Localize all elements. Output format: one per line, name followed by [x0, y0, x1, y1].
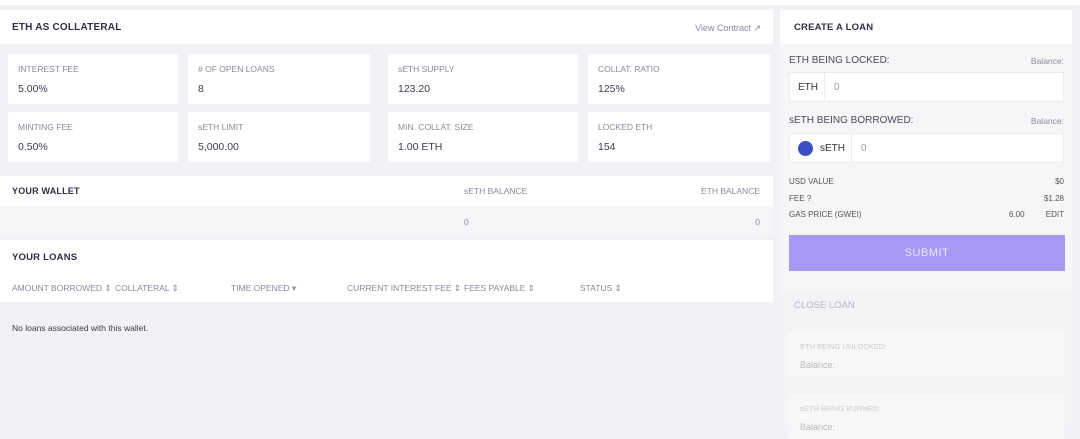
usd-value: $0 [1055, 177, 1064, 186]
wallet-title: YOUR WALLET [12, 186, 80, 196]
edit-gas-button[interactable]: EDIT [1045, 210, 1064, 219]
col-amount-borrowed[interactable]: AMOUNT BORROWED ⇕ [12, 283, 112, 293]
create-loan-title: CREATE A LOAN [794, 22, 874, 33]
stat-label: COLLAT. RATIO [598, 64, 660, 74]
eth-balance: Balance: [1030, 56, 1064, 66]
eth-balance-value: 0 [755, 217, 760, 227]
stat-label: LOCKED ETH [598, 122, 653, 132]
seth-borrowed-input[interactable]: sETH 0 [789, 133, 1064, 163]
usd-value-label: USD VALUE [789, 177, 834, 186]
seth-amount[interactable]: 0 [861, 143, 867, 154]
eth-balance-label: ETH BALANCE [700, 186, 760, 196]
section-title: ETH AS COLLATERAL [12, 22, 122, 33]
seth-borrowed-label: sETH BEING BORROWED: [789, 115, 914, 126]
gas-price-label: GAS PRICE (GWEI) [789, 210, 862, 219]
submit-button[interactable]: SUBMIT [789, 235, 1065, 271]
stat-card: MIN. COLLAT. SIZE 1.00 ETH [388, 112, 578, 162]
empty-loans-message: No loans associated with this wallet. [12, 323, 149, 333]
burned-balance: Balance: [800, 422, 836, 432]
stat-label: MIN. COLLAT. SIZE [398, 122, 474, 132]
loans-header: YOUR LOANS [0, 240, 773, 302]
seth-unit: sETH [820, 143, 845, 154]
col-interest-fee[interactable]: CURRENT INTEREST FEE ⇕ [347, 283, 462, 293]
seth-balance: Balance: [1030, 116, 1064, 126]
col-fees-payable[interactable]: FEES PAYABLE ⇕ [464, 283, 535, 293]
eth-amount[interactable]: 0 [834, 82, 840, 93]
seth-burned-label: sETH BEING BURNED: [800, 404, 881, 413]
stat-card: MINTING FEE 0.50% [8, 112, 178, 162]
stat-value: 125% [598, 83, 625, 95]
seth-balance-value: 0 [464, 217, 469, 227]
stat-value: 154 [598, 141, 616, 153]
close-loan-title: CLOSE LOAN [794, 300, 855, 311]
col-collateral[interactable]: COLLATERAL ⇕ [115, 283, 179, 293]
unlocked-balance: Balance: [800, 360, 836, 370]
seth-balance-label: sETH BALANCE [464, 186, 528, 196]
eth-unit: ETH [798, 82, 818, 93]
seth-token-icon [798, 141, 813, 156]
stat-value: 8 [198, 83, 204, 95]
stat-label: INTEREST FEE [18, 64, 79, 74]
stat-value: 1.00 ETH [398, 141, 443, 153]
eth-locked-input[interactable]: ETH 0 [789, 72, 1064, 102]
loans-title: YOUR LOANS [12, 252, 78, 263]
stat-card: INTEREST FEE 5.00% [8, 54, 178, 104]
collateral-header: ETH AS COLLATERAL View Contract ↗ [0, 10, 773, 44]
stat-label: MINTING FEE [18, 122, 73, 132]
close-loan-panel: CLOSE LOAN ETH BEING UNLOCKED: Balance: … [780, 292, 1072, 439]
stat-value: 123.20 [398, 83, 431, 95]
stat-value: 0.50% [18, 141, 48, 153]
stat-value: 5,000.00 [198, 141, 239, 153]
wallet-header: YOUR WALLET sETH BALANCE ETH BALANCE [0, 176, 773, 206]
stat-label: sETH LIMIT [198, 122, 244, 132]
stat-card: sETH LIMIT 5,000.00 [188, 112, 370, 162]
stat-value: 5.00% [18, 83, 48, 95]
stat-label: sETH SUPPLY [398, 64, 455, 74]
stat-card: # OF OPEN LOANS 8 [188, 54, 370, 104]
col-status[interactable]: STATUS ⇕ [580, 283, 622, 293]
stat-card: COLLAT. RATIO 125% [588, 54, 770, 104]
eth-locked-label: ETH BEING LOCKED: [789, 55, 890, 66]
top-bar [0, 0, 1080, 5]
col-time-opened[interactable]: TIME OPENED ▾ [231, 283, 297, 293]
stat-card: sETH SUPPLY 123.20 [388, 54, 578, 104]
fee-value: $1.28 [1043, 194, 1064, 203]
create-loan-header: CREATE A LOAN [780, 10, 1072, 44]
view-contract-link[interactable]: View Contract ↗ [695, 23, 761, 33]
stat-label: # OF OPEN LOANS [198, 64, 275, 74]
eth-unlocked-label: ETH BEING UNLOCKED: [800, 342, 887, 351]
stat-card: LOCKED ETH 154 [588, 112, 770, 162]
gas-price-value: 6.00 [1009, 210, 1025, 219]
fee-label: FEE ? [789, 194, 812, 203]
